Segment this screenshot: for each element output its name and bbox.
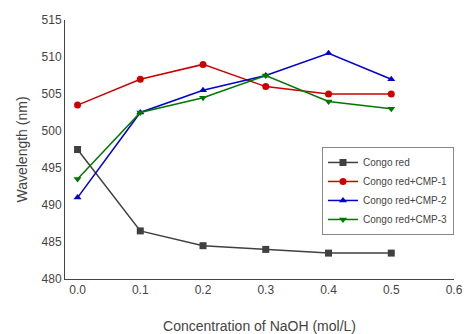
- svg-text:485: 485: [42, 235, 62, 249]
- svg-text:Wavelength (nm): Wavelength (nm): [14, 96, 30, 202]
- svg-text:500: 500: [42, 124, 62, 138]
- svg-text:0.5: 0.5: [383, 283, 400, 297]
- svg-text:Concentration of NaOH (mol/L): Concentration of NaOH (mol/L): [163, 318, 356, 334]
- svg-text:0.1: 0.1: [132, 283, 149, 297]
- svg-text:515: 515: [42, 13, 62, 27]
- svg-text:0.3: 0.3: [257, 283, 274, 297]
- svg-text:510: 510: [42, 50, 62, 64]
- svg-text:490: 490: [42, 198, 62, 212]
- svg-text:0.0: 0.0: [69, 283, 86, 297]
- svg-text:0.6: 0.6: [446, 283, 463, 297]
- svg-text:480: 480: [42, 272, 62, 286]
- svg-text:0.4: 0.4: [320, 283, 337, 297]
- svg-text:505: 505: [42, 87, 62, 101]
- svg-text:Congo red+CMP-3: Congo red+CMP-3: [363, 214, 447, 225]
- svg-text:495: 495: [42, 161, 62, 175]
- svg-text:Congo red+CMP-1: Congo red+CMP-1: [363, 176, 447, 187]
- svg-text:Congo red+CMP-2: Congo red+CMP-2: [363, 195, 447, 206]
- svg-text:Congo red: Congo red: [363, 157, 410, 168]
- svg-text:0.2: 0.2: [195, 283, 212, 297]
